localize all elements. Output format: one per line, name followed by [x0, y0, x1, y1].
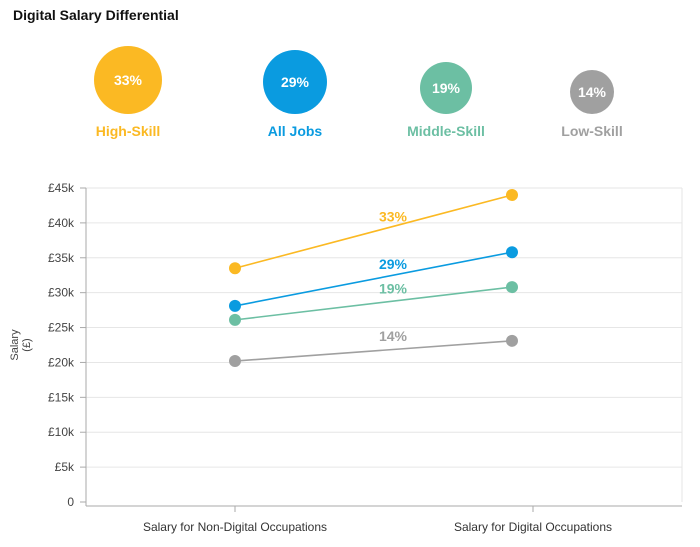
y-axis-label: Salary(£)	[9, 329, 33, 361]
summary-label: Low-Skill	[561, 123, 622, 139]
summary-value: 19%	[432, 80, 461, 96]
series-line-high-skill	[234, 194, 513, 270]
y-tick-label: £15k	[48, 390, 75, 404]
summary-label: Middle-Skill	[407, 123, 485, 139]
series-label-high-skill: 33%	[379, 209, 408, 225]
series-line-all-jobs	[234, 251, 513, 307]
series-line-middle-skill	[234, 286, 513, 321]
summary-circle-middle-skill	[420, 62, 472, 114]
series-label-low-skill: 14%	[379, 328, 408, 344]
data-point-all-jobs	[229, 299, 241, 312]
y-tick-label: £5k	[55, 460, 75, 474]
summary-label: All Jobs	[268, 123, 323, 139]
series-label-middle-skill: 19%	[379, 280, 408, 296]
x-tick-label: Salary for Digital Occupations	[454, 520, 612, 534]
y-tick-label: £20k	[48, 355, 75, 369]
y-tick-label: £10k	[48, 425, 75, 439]
series-line-low-skill	[234, 340, 513, 362]
chart-title: Digital Salary Differential	[13, 7, 179, 23]
data-point-middle-skill	[506, 281, 518, 294]
summary-label: High-Skill	[96, 123, 161, 139]
y-tick-label: £30k	[48, 286, 75, 300]
y-tick-label: £45k	[48, 181, 75, 195]
y-tick-label: £35k	[48, 251, 75, 265]
data-point-high-skill	[229, 262, 241, 275]
data-point-low-skill	[506, 334, 518, 347]
y-tick-label: 0	[67, 495, 74, 509]
data-point-middle-skill	[229, 313, 241, 326]
y-tick-label: £40k	[48, 216, 75, 230]
summary-circle-low-skill	[570, 70, 614, 114]
summary-value: 29%	[281, 74, 310, 90]
series-label-all-jobs: 29%	[379, 256, 408, 272]
summary-circle-all-jobs	[263, 50, 327, 114]
y-tick-label: £25k	[48, 321, 75, 335]
summary-value: 33%	[114, 72, 143, 88]
summary-circle-high-skill	[94, 46, 162, 114]
summary-value: 14%	[578, 84, 607, 100]
data-point-low-skill	[229, 355, 241, 368]
data-point-all-jobs	[506, 246, 518, 259]
data-point-high-skill	[506, 188, 518, 201]
x-tick-label: Salary for Non-Digital Occupations	[143, 520, 327, 534]
